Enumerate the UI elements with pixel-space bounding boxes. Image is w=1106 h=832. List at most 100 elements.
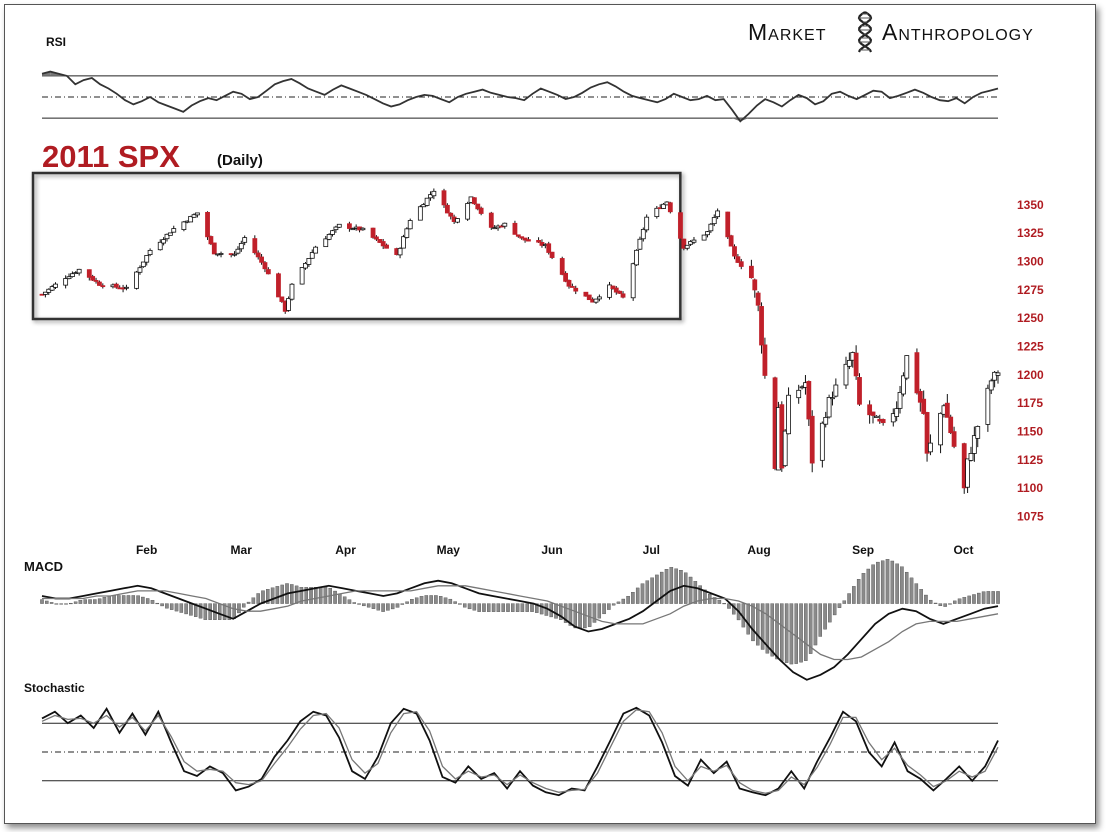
candle bbox=[97, 280, 102, 286]
macd-histogram-bar bbox=[463, 603, 467, 608]
macd-histogram-bar bbox=[525, 603, 529, 612]
macd-histogram-bar bbox=[482, 603, 486, 612]
candle bbox=[93, 277, 99, 284]
macd-histogram-bar bbox=[314, 587, 318, 604]
candle bbox=[806, 380, 812, 426]
candle bbox=[188, 215, 194, 223]
macd-histogram-bar bbox=[919, 589, 923, 604]
macd-histogram-bar bbox=[501, 603, 505, 612]
candle bbox=[705, 230, 710, 238]
macd-histogram-bar bbox=[381, 603, 385, 612]
macd-histogram-bar bbox=[390, 603, 395, 610]
macd-histogram-bar bbox=[496, 603, 501, 612]
macd-histogram-bar bbox=[640, 583, 645, 604]
candle bbox=[526, 237, 531, 242]
macd-histogram-bar bbox=[563, 603, 568, 623]
candle bbox=[823, 411, 829, 428]
macd-histogram-bar bbox=[107, 595, 112, 604]
candle bbox=[786, 387, 791, 435]
candle bbox=[678, 210, 683, 239]
x-tick-label: Aug bbox=[747, 543, 770, 557]
y-tick-label: 1350 bbox=[1017, 198, 1044, 212]
macd-histogram-bar bbox=[362, 603, 366, 607]
macd-histogram-bar bbox=[535, 603, 539, 613]
series-line bbox=[41, 706, 999, 797]
y-tick-label: 1325 bbox=[1017, 226, 1044, 240]
candle bbox=[194, 212, 200, 218]
candle bbox=[276, 272, 281, 298]
x-tick-label: Oct bbox=[953, 543, 973, 557]
macd-histogram-bar bbox=[722, 603, 726, 605]
macd-histogram-bar bbox=[703, 589, 707, 604]
macd-histogram-bar bbox=[554, 603, 558, 619]
macd-histogram-bar bbox=[136, 595, 140, 604]
macd-histogram-bar bbox=[957, 598, 962, 604]
macd-histogram-bar bbox=[765, 603, 770, 654]
macd-histogram-bar bbox=[179, 603, 184, 613]
candle bbox=[711, 214, 717, 227]
candle bbox=[306, 258, 312, 267]
macd-histogram-bar bbox=[169, 603, 174, 610]
candle bbox=[235, 246, 241, 255]
candle bbox=[286, 296, 292, 312]
candle bbox=[924, 411, 930, 462]
candle bbox=[569, 283, 575, 288]
candle bbox=[654, 205, 660, 219]
macd-histogram-bar bbox=[655, 574, 659, 604]
macd-histogram-bar bbox=[511, 603, 515, 612]
macd-histogram-bar bbox=[717, 600, 722, 604]
macd-histogram-bar bbox=[996, 591, 1000, 604]
macd-histogram-bar bbox=[991, 591, 995, 604]
macd-histogram-bar bbox=[895, 563, 899, 604]
candle bbox=[992, 371, 998, 388]
candle bbox=[519, 236, 525, 240]
macd-histogram-bar bbox=[304, 587, 308, 604]
candle bbox=[725, 211, 731, 239]
candle bbox=[360, 227, 366, 231]
macd-histogram-bar bbox=[799, 603, 803, 663]
candle bbox=[667, 201, 673, 214]
macd-histogram-bar bbox=[217, 603, 222, 620]
x-tick-label: Mar bbox=[231, 543, 253, 557]
macd-histogram-bar bbox=[506, 603, 510, 612]
candle bbox=[759, 302, 764, 354]
x-tick-label: Jul bbox=[643, 543, 660, 557]
macd-histogram-bar bbox=[342, 596, 347, 604]
candle bbox=[42, 291, 48, 298]
candle bbox=[610, 285, 616, 290]
macd-histogram-bar bbox=[712, 597, 717, 604]
candle bbox=[637, 236, 643, 250]
candle bbox=[478, 206, 484, 216]
macd-histogram-bar bbox=[981, 591, 986, 604]
macd-histogram-bar bbox=[842, 600, 847, 604]
macd-histogram-bar bbox=[688, 576, 693, 604]
candle bbox=[323, 235, 329, 248]
macd-histogram-bar bbox=[78, 600, 83, 604]
candle bbox=[205, 211, 210, 240]
candle bbox=[431, 188, 437, 200]
macd-histogram-bar bbox=[45, 600, 49, 604]
candle bbox=[748, 259, 754, 279]
macd-histogram-bar bbox=[453, 601, 457, 604]
macd-histogram-bar bbox=[530, 603, 534, 612]
macd-histogram-bar bbox=[366, 603, 371, 608]
highlight-box bbox=[31, 171, 682, 321]
candle bbox=[566, 279, 572, 289]
macd-histogram-bar bbox=[208, 603, 212, 620]
macd-histogram-bar bbox=[477, 603, 481, 612]
candle bbox=[495, 224, 501, 231]
macd-histogram-bar bbox=[184, 603, 188, 615]
candle bbox=[755, 291, 761, 312]
candle bbox=[975, 425, 981, 448]
macd-histogram-bar bbox=[232, 603, 236, 619]
candle bbox=[350, 227, 356, 231]
candle bbox=[573, 285, 579, 295]
macd-histogram-bar bbox=[386, 603, 390, 611]
candle bbox=[691, 236, 697, 245]
candle bbox=[113, 282, 119, 289]
macd-histogram-bar bbox=[972, 594, 976, 604]
candle bbox=[262, 261, 268, 273]
candle bbox=[819, 421, 825, 468]
macd-histogram-bar bbox=[568, 603, 573, 626]
